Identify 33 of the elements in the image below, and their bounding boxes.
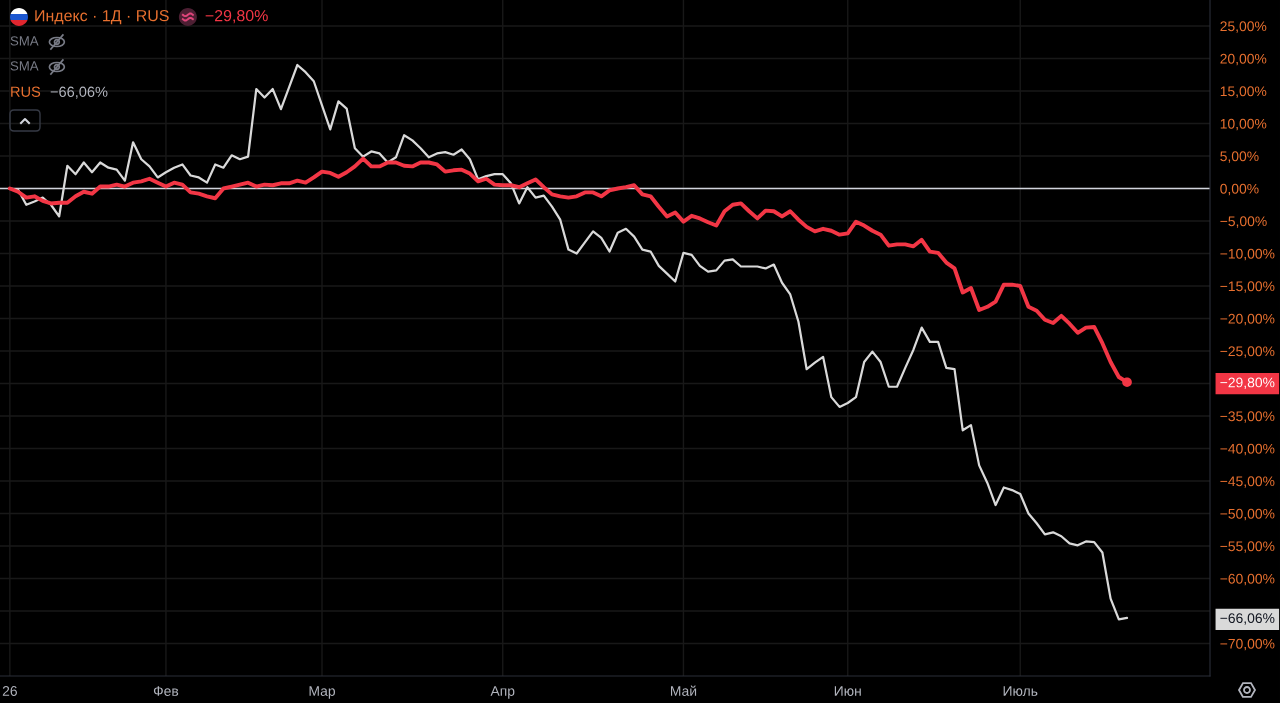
annotation: Индекс · 1Д · RUS	[35, 9, 169, 25]
y-tick-label: −70,00%	[1220, 638, 1275, 651]
x-tick-label: Июль	[1003, 686, 1038, 696]
x-tick-label: Июн	[834, 686, 861, 696]
y-tick-label: −15,00%	[1220, 281, 1275, 293]
annotation: RUS	[11, 86, 41, 97]
annotation: −66,06%	[50, 86, 108, 99]
y-tick-label: −50,00%	[1220, 508, 1275, 521]
y-tick-label: −45,00%	[1220, 476, 1275, 488]
y-tick-label: 5,00%	[1220, 151, 1259, 163]
y-tick-label: −10,00%	[1220, 248, 1275, 261]
y-tick-label: −25,00%	[1220, 346, 1275, 358]
y-tick-label: 15,00%	[1220, 86, 1267, 98]
annotation: −29,80%	[205, 9, 268, 24]
y-tick-label: −5,00%	[1220, 216, 1267, 228]
x-tick-label: Май	[670, 685, 697, 696]
annotation: SMA	[10, 61, 39, 71]
y-tick-label: 25,00%	[1220, 21, 1267, 33]
y-tick-label: 0,00%	[1220, 183, 1259, 196]
y-tick-label: −29,80%	[1220, 377, 1275, 390]
x-tick-label: Фев	[153, 686, 179, 696]
y-tick-label: −66,06%	[1220, 613, 1275, 625]
annotation: SMA	[10, 36, 39, 46]
y-tick-label: −60,00%	[1220, 573, 1275, 586]
y-tick-label: −35,00%	[1220, 411, 1275, 423]
x-tick-label: Апр	[490, 686, 515, 699]
y-tick-label: −55,00%	[1220, 541, 1275, 553]
x-tick-label: 26	[2, 686, 17, 696]
y-tick-label: 20,00%	[1220, 53, 1267, 66]
y-tick-label: −40,00%	[1220, 443, 1275, 456]
y-tick-label: 10,00%	[1220, 118, 1267, 131]
y-tick-label: −20,00%	[1220, 313, 1275, 326]
x-tick-label: Мар	[309, 686, 336, 699]
